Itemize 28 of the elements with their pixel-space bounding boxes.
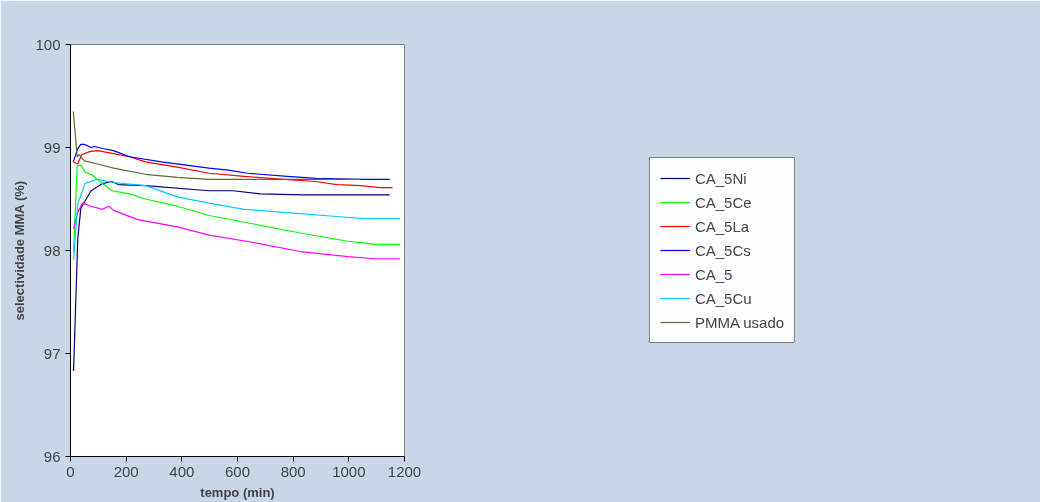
x-tick-label: 1000	[332, 462, 366, 480]
x-tick-label: 600	[224, 462, 251, 480]
line-series	[72, 202, 401, 260]
x-axis-title: tempo (min)	[200, 484, 275, 500]
legend-label: CA_5Ce	[694, 193, 752, 211]
legend-label: CA_5Cu	[694, 289, 752, 307]
y-axis-title: selectividade MMA (%)	[12, 180, 28, 321]
legend-label: CA_5Cs	[694, 241, 751, 259]
line-series	[72, 110, 361, 181]
y-tick-label: 100	[35, 35, 61, 53]
line-series	[72, 178, 401, 261]
line-series	[72, 164, 401, 254]
line-series	[72, 143, 391, 181]
x-tick-label: 800	[280, 462, 306, 480]
legend-label: CA_5	[694, 265, 733, 283]
line-series	[72, 149, 394, 189]
x-tick-label: 1200	[387, 462, 422, 480]
y-tick-label: 99	[43, 138, 61, 156]
line-series	[72, 180, 391, 372]
x-tick-label: 200	[113, 462, 139, 480]
y-tick-label: 97	[43, 344, 61, 362]
y-tick-label: 96	[43, 447, 61, 465]
legend-label: PMMA usado	[694, 313, 785, 331]
x-tick-label: 0	[66, 462, 75, 480]
y-tick-label: 98	[43, 241, 61, 259]
legend-label: CA_5Ni	[694, 169, 747, 187]
x-tick-label: 400	[169, 462, 195, 480]
legend-label: CA_5La	[694, 217, 750, 235]
